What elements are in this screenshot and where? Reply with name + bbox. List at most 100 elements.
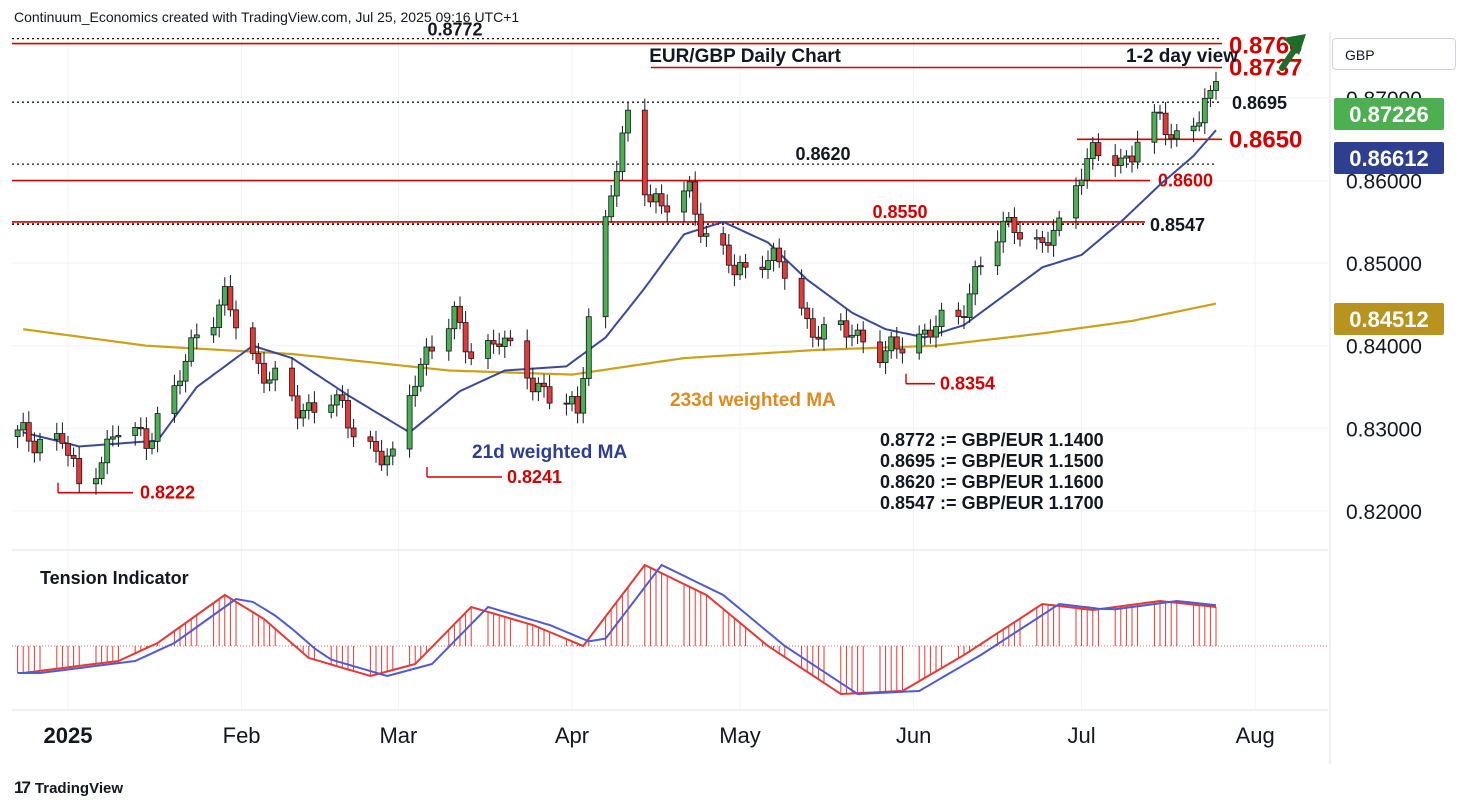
level-label: 0.8354	[940, 374, 995, 394]
candle-body	[927, 329, 934, 338]
indicator-label: Tension Indicator	[40, 568, 189, 588]
chart-title: EUR/GBP Daily Chart	[649, 46, 841, 67]
candle-body	[143, 428, 150, 449]
price-badge	[1334, 142, 1444, 174]
candle-body	[227, 286, 234, 311]
conversion-note: 0.8547 := GBP/EUR 1.1700	[880, 493, 1104, 513]
candle-body	[759, 266, 766, 270]
candle-body	[888, 336, 895, 352]
level-label: 0.8222	[140, 483, 195, 503]
candle-body	[625, 109, 631, 134]
candle-body	[737, 262, 743, 276]
candle-body	[1050, 229, 1057, 246]
candle-body	[1095, 142, 1102, 157]
candle-body	[1151, 111, 1158, 143]
currency-button[interactable]: GBP	[1332, 38, 1456, 70]
level-label: 0.8695	[1232, 93, 1287, 113]
candle-body	[311, 402, 318, 413]
plot-background	[12, 32, 1328, 764]
candle-body	[541, 382, 547, 388]
candle-body	[535, 382, 542, 393]
candle-body	[1173, 130, 1180, 140]
candle-body	[725, 244, 732, 266]
candle-body	[507, 337, 514, 342]
month-label: 2025	[44, 723, 93, 748]
price-badge	[1334, 98, 1444, 130]
candle-body	[893, 336, 900, 350]
candle-body	[809, 318, 816, 338]
candle-body	[563, 402, 570, 405]
candle-body	[345, 400, 351, 429]
candle-body	[574, 396, 581, 414]
candle-body	[177, 380, 183, 387]
tension-slow-line	[17, 563, 1217, 696]
candle-body	[300, 409, 307, 419]
price-badge-label: 0.86612	[1349, 146, 1429, 171]
candle-body	[843, 320, 850, 338]
candle-body	[1005, 217, 1012, 222]
candle-body	[255, 353, 262, 364]
candle-body	[1039, 237, 1046, 244]
candle-body	[501, 337, 508, 347]
candle-body	[585, 316, 592, 379]
candle-body	[182, 360, 189, 382]
candle-body	[692, 181, 699, 215]
candle-body	[188, 337, 195, 362]
candle-body	[37, 438, 43, 454]
candle-body	[104, 438, 111, 464]
candle-body	[1045, 242, 1051, 246]
level-label: 0.8241	[507, 467, 562, 487]
candle-body	[233, 309, 239, 329]
candle-body	[1201, 97, 1208, 124]
candle-body	[781, 261, 788, 279]
price-badge-label: 0.87226	[1349, 102, 1429, 127]
candle-body	[602, 216, 609, 318]
month-label: Jul	[1068, 723, 1096, 748]
candle-body	[849, 334, 855, 338]
candle-body	[137, 427, 144, 430]
candle-body	[149, 440, 155, 449]
time-axis: 2025 Feb Mar Apr May Jun Jul Aug	[44, 723, 1275, 748]
candle-body	[916, 333, 923, 354]
candle-body	[1000, 220, 1007, 243]
price-tick-label: 0.82000	[1346, 501, 1422, 524]
candle-body	[664, 205, 671, 213]
candle-body	[429, 346, 435, 352]
candle-body	[289, 367, 295, 397]
candle-body	[804, 307, 811, 320]
candle-body	[76, 458, 83, 485]
candle-body	[496, 343, 503, 347]
candle-body	[658, 193, 665, 207]
candle-body	[966, 293, 973, 318]
candle-body	[647, 194, 654, 203]
candle-body	[339, 394, 346, 401]
candle-body	[367, 436, 374, 442]
candle-body	[1168, 134, 1175, 140]
candle-body	[641, 109, 648, 196]
candle-body	[485, 340, 491, 359]
level-label: 0.8550	[872, 202, 927, 222]
candle-body	[1011, 217, 1018, 233]
month-label: Mar	[379, 723, 417, 748]
candle-body	[412, 385, 419, 397]
candle-body	[994, 241, 1001, 267]
candle-body	[1134, 141, 1141, 163]
price-badge	[1334, 303, 1444, 335]
candle-body	[821, 324, 827, 340]
tradingview-wordmark: TradingView	[34, 779, 124, 797]
candle-body	[1056, 217, 1063, 231]
candle-body	[972, 266, 979, 295]
candle-body	[961, 316, 967, 318]
candle-body	[216, 304, 223, 328]
month-label: Jun	[896, 723, 931, 748]
candle-body	[1073, 185, 1079, 219]
candle-body	[98, 462, 105, 480]
month-label: May	[719, 723, 761, 748]
candle-body	[417, 363, 424, 387]
price-tick-label: 0.83000	[1346, 418, 1422, 441]
candle-body	[731, 264, 738, 276]
month-label: Aug	[1236, 723, 1275, 748]
arrow-up-right-icon	[1279, 34, 1306, 71]
level-label: 0.8547	[1150, 215, 1205, 235]
